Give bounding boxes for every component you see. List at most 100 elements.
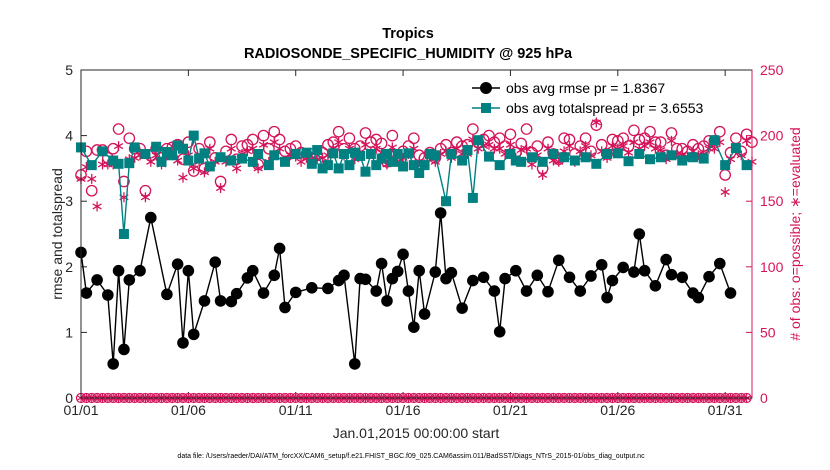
totalspread-point (623, 156, 634, 167)
rmse-point (338, 269, 350, 282)
evaluated-obs-marker (623, 147, 634, 158)
evaluated-obs-marker (645, 137, 655, 148)
rmse-point (134, 264, 146, 277)
asterisk-stroke (172, 157, 183, 164)
totalspread-point (430, 150, 441, 161)
totalspread-point (398, 161, 409, 172)
rmse-point (665, 268, 678, 281)
rmse-point (574, 285, 587, 297)
totalspread-point (365, 148, 376, 159)
data-file-footnote: data file: /Users/raeder/DAI/ATM_forcXX/… (177, 453, 645, 460)
rmse-point (692, 291, 705, 304)
totalspread-point (462, 145, 473, 156)
rmse-point (456, 302, 468, 314)
x-tick-label: 01/21 (493, 402, 528, 418)
totalspread-point (124, 158, 135, 169)
rmse-point (161, 288, 173, 301)
rmse-point (418, 308, 431, 320)
asterisk-stroke (178, 174, 188, 181)
asterisk-stroke (505, 141, 516, 148)
totalspread-point (510, 155, 521, 166)
evaluated-obs-marker (226, 143, 236, 154)
totalspread-point (730, 143, 741, 154)
rmse-point (209, 256, 221, 269)
totalspread-point (113, 158, 124, 169)
asterisk-stroke (269, 139, 279, 146)
rmse-point (289, 286, 302, 299)
evaluated-obs-marker (650, 143, 661, 154)
totalspread-point (237, 153, 248, 164)
totalspread-point (537, 156, 548, 167)
rmse-point (445, 266, 458, 279)
totalspread-point (279, 156, 290, 167)
totalspread-point (591, 158, 602, 169)
y-tick-label-left: 4 (65, 128, 73, 144)
x-axis-label: Jan.01,2015 00:00:00 start (333, 425, 500, 441)
totalspread-point (167, 150, 178, 161)
asterisk-stroke (580, 143, 591, 150)
totalspread-point (215, 152, 226, 163)
x-tick-label: 01/11 (279, 402, 313, 418)
possible-obs-marker (332, 125, 345, 138)
asterisk-stroke (215, 185, 226, 192)
rmse-point (391, 265, 404, 278)
possible-obs-marker (407, 132, 420, 145)
asterisk-stroke (618, 143, 628, 150)
asterisk-stroke (253, 165, 263, 172)
rmse-point (434, 207, 447, 219)
rmse-point (107, 358, 120, 370)
rmse-point (230, 287, 243, 300)
asterisk-stroke (189, 165, 199, 172)
rmse-point (402, 285, 415, 297)
possible-obs-marker (644, 125, 656, 138)
totalspread-point (559, 152, 570, 163)
totalspread-point (741, 160, 752, 171)
rmse-point (488, 285, 501, 297)
asterisk-stroke (645, 139, 655, 146)
totalspread-point (301, 147, 312, 158)
possible-obs-marker (123, 132, 136, 145)
totalspread-point (371, 160, 382, 171)
asterisk-stroke (258, 141, 269, 148)
totalspread-point (467, 192, 478, 203)
totalspread-point (306, 158, 317, 169)
totalspread-point (720, 160, 731, 171)
y-axis-label-left: rmse and totalspread (49, 168, 65, 300)
possible-obs-marker (359, 127, 372, 139)
data-series (75, 117, 758, 404)
rmse-point (413, 264, 425, 277)
asterisk-stroke (146, 158, 156, 165)
evaluated-obs-marker (215, 183, 226, 194)
possible-obs-marker (520, 123, 533, 135)
rmse-point (552, 254, 565, 267)
totalspread-point (473, 135, 484, 146)
asterisk-stroke (623, 149, 634, 156)
totalspread-point (339, 148, 350, 159)
totalspread-point (645, 154, 656, 165)
asterisk-stroke (543, 145, 553, 152)
totalspread-point (108, 155, 119, 166)
asterisk-stroke (140, 194, 151, 201)
totalspread-point (118, 229, 129, 239)
rmse-point (91, 274, 103, 286)
totalspread-point (655, 152, 666, 163)
rmse-point (660, 253, 672, 266)
rmse-point (617, 261, 629, 274)
rmse-point (306, 281, 318, 294)
asterisk-stroke (639, 143, 650, 150)
asterisk-stroke (478, 143, 489, 150)
totalspread-point (381, 148, 392, 159)
totalspread-point (355, 150, 366, 161)
asterisk-stroke (232, 165, 242, 172)
evaluated-obs-marker (591, 117, 601, 128)
evaluated-obs-marker (178, 172, 188, 183)
rmse-point (375, 257, 388, 270)
y-tick-label-right: 50 (760, 324, 776, 340)
asterisk-stroke (650, 145, 661, 152)
totalspread-point (151, 141, 162, 152)
rmse-point (563, 271, 576, 284)
evaluated-obs-marker (537, 169, 548, 180)
legend: obs avg rmse pr = 1.8367 obs avg totalsp… (472, 80, 704, 116)
rmse-point (348, 358, 361, 370)
